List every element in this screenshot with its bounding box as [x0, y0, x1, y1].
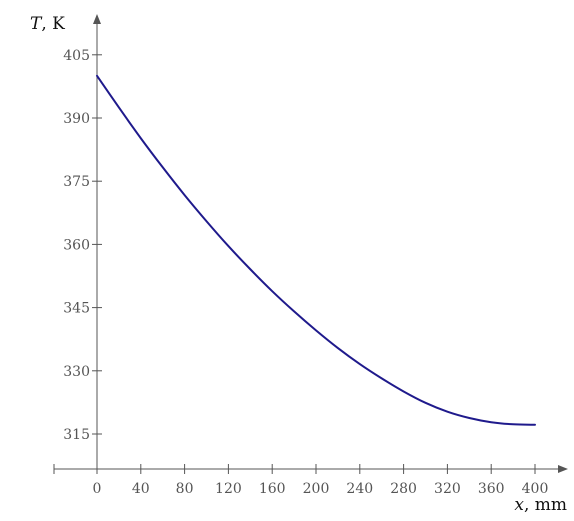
- y-tick-label: 390: [63, 111, 90, 127]
- y-axis-variable: T: [30, 14, 43, 34]
- x-axis-title: x, mm: [514, 495, 567, 515]
- x-tick-label: 360: [478, 481, 505, 497]
- x-tick-label: 40: [132, 481, 150, 497]
- x-tick-label: 400: [522, 481, 549, 497]
- y-axis-ticks: 315 330 345 360 375 390 405: [63, 48, 102, 443]
- x-axis-arrow: [558, 465, 568, 473]
- x-axis-unit: , mm: [524, 495, 567, 515]
- axes: [53, 14, 568, 474]
- series-group: [96, 74, 536, 426]
- y-tick-label: 405: [63, 48, 90, 64]
- x-tick-label: 200: [303, 481, 330, 497]
- x-tick-label: 160: [259, 481, 286, 497]
- y-axis-arrow: [93, 14, 101, 24]
- x-tick-label: 240: [346, 481, 373, 497]
- x-axis-variable: x: [514, 495, 524, 515]
- x-tick-label: 80: [176, 481, 194, 497]
- x-tick-label: 320: [434, 481, 461, 497]
- x-axis-ticks: 0 40 80 120 160 200 240 280 320 360 400: [93, 464, 549, 497]
- x-tick-label: 0: [93, 481, 102, 497]
- y-tick-label: 330: [63, 364, 90, 380]
- y-tick-label: 315: [63, 427, 90, 443]
- y-axis-unit: , K: [41, 14, 65, 34]
- y-tick-label: 375: [63, 174, 90, 190]
- y-tick-label: 345: [63, 301, 90, 317]
- x-tick-label: 120: [215, 481, 242, 497]
- y-axis-title: T, K: [30, 14, 65, 34]
- series-line-0: [96, 74, 536, 426]
- y-tick-label: 360: [63, 237, 90, 253]
- x-tick-label: 280: [390, 481, 417, 497]
